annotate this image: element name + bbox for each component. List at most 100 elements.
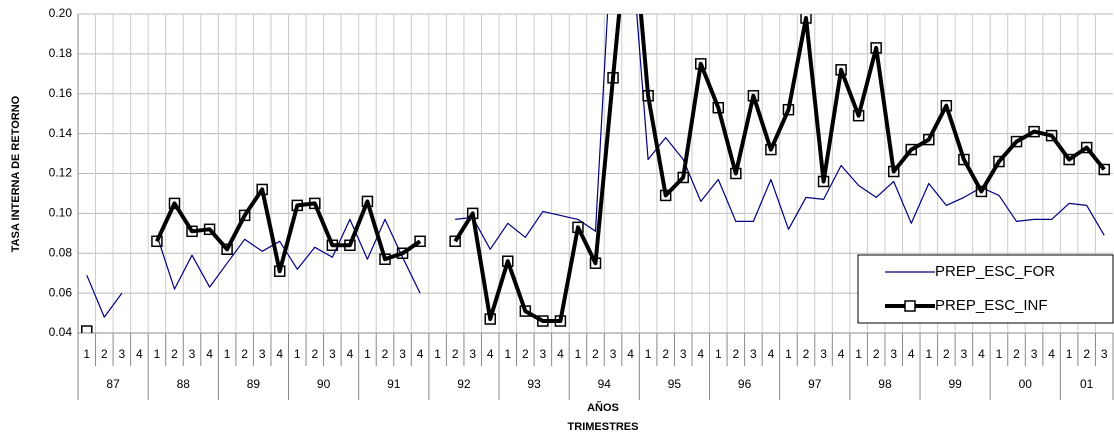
- series: [81, 14, 1110, 333]
- y-tick-label: 0.06: [49, 285, 73, 299]
- quarter-label: 4: [768, 347, 775, 361]
- quarter-label: 4: [838, 347, 845, 361]
- marker: [589, 257, 602, 269]
- y-tick-label: 0.10: [49, 206, 73, 220]
- marker: [747, 89, 760, 102]
- quarter-label: 2: [592, 347, 599, 361]
- quarter-label: 2: [1013, 347, 1020, 361]
- quarter-label: 4: [206, 347, 213, 361]
- marker: [730, 167, 742, 180]
- year-label: 90: [317, 377, 331, 391]
- y-tick-label: 0.04: [49, 325, 73, 339]
- quarter-label: 2: [732, 347, 739, 361]
- quarter-label: 4: [276, 347, 283, 361]
- marker: [1045, 129, 1058, 142]
- x-axis-title: AÑOS: [587, 401, 619, 414]
- quarter-label: 3: [961, 347, 968, 361]
- marker: [379, 253, 391, 265]
- marker: [993, 155, 1005, 168]
- quarter-label: 1: [575, 347, 582, 361]
- quarter-label: 2: [452, 347, 459, 361]
- marker: [81, 325, 93, 333]
- marker: [695, 58, 707, 70]
- quarter-label: 4: [136, 347, 143, 361]
- legend-label: PREP_ESC_FOR: [935, 263, 1055, 280]
- marker: [712, 101, 725, 114]
- marker: [168, 197, 181, 210]
- quarter-label: 2: [311, 347, 318, 361]
- y-axis-title: TASA INTERNA DE RETORNO: [10, 95, 22, 252]
- marker: [554, 315, 567, 327]
- marker: [326, 239, 339, 252]
- y-tick-label: 0.14: [49, 126, 73, 140]
- marker: [396, 247, 409, 259]
- marker: [1080, 141, 1093, 154]
- marker: [642, 89, 654, 102]
- quarter-label: 3: [750, 347, 757, 361]
- quarter-label: 3: [259, 347, 266, 361]
- legend-marker: [904, 300, 916, 312]
- marker: [572, 221, 584, 234]
- marker: [537, 315, 549, 327]
- x-axis-subtitle: TRIMESTRES: [568, 421, 639, 433]
- marker: [203, 223, 216, 236]
- quarter-label: 3: [610, 347, 617, 361]
- marker: [151, 235, 163, 248]
- marker: [238, 209, 251, 222]
- year-label: 88: [177, 377, 191, 391]
- year-label: 93: [527, 377, 541, 391]
- marker: [887, 165, 900, 178]
- quarter-label: 3: [1031, 347, 1038, 361]
- year-label: 00: [1019, 377, 1033, 391]
- marker: [835, 64, 847, 76]
- marker: [817, 175, 830, 188]
- quarter-label: 2: [873, 347, 880, 361]
- quarter-label: 1: [996, 347, 1003, 361]
- quarter-label: 1: [504, 347, 511, 361]
- quarter-label: 3: [329, 347, 336, 361]
- quarter-label: 2: [241, 347, 248, 361]
- marker: [975, 185, 988, 198]
- year-label: 01: [1080, 377, 1094, 391]
- series: [86, 14, 1105, 318]
- year-label: 99: [948, 377, 962, 391]
- quarter-label: 3: [469, 347, 476, 361]
- quarter-label: 3: [890, 347, 897, 361]
- marker: [1010, 135, 1023, 148]
- quarter-label: 2: [662, 347, 669, 361]
- quarter-label: 1: [785, 347, 792, 361]
- quarter-label: 1: [224, 347, 231, 361]
- year-label: 98: [878, 377, 892, 391]
- marker: [449, 235, 461, 248]
- quarter-label: 1: [1066, 347, 1073, 361]
- quarter-label: 1: [715, 347, 722, 361]
- marker: [1063, 153, 1075, 166]
- year-label: 92: [457, 377, 471, 391]
- marker: [607, 72, 619, 84]
- quarter-label: 3: [820, 347, 827, 361]
- quarter-label: 1: [364, 347, 371, 361]
- legend: [857, 254, 1114, 324]
- marker: [765, 143, 777, 156]
- quarter-label: 4: [627, 347, 634, 361]
- marker: [852, 109, 865, 122]
- marker: [344, 239, 356, 252]
- marker: [466, 207, 479, 220]
- marker: [1028, 125, 1040, 138]
- marker: [782, 103, 795, 116]
- quarter-label: 4: [697, 347, 704, 361]
- quarter-label: 4: [1048, 347, 1055, 361]
- quarter-label: 2: [943, 347, 950, 361]
- year-label: 91: [387, 377, 401, 391]
- marker: [923, 133, 935, 146]
- marker: [659, 189, 672, 202]
- quarter-label: 4: [908, 347, 915, 361]
- marker: [256, 183, 268, 196]
- year-label: 96: [738, 377, 752, 391]
- quarter-label: 3: [189, 347, 196, 361]
- quarter-label: 2: [1083, 347, 1090, 361]
- quarter-label: 2: [101, 347, 108, 361]
- series-line: [86, 14, 1105, 318]
